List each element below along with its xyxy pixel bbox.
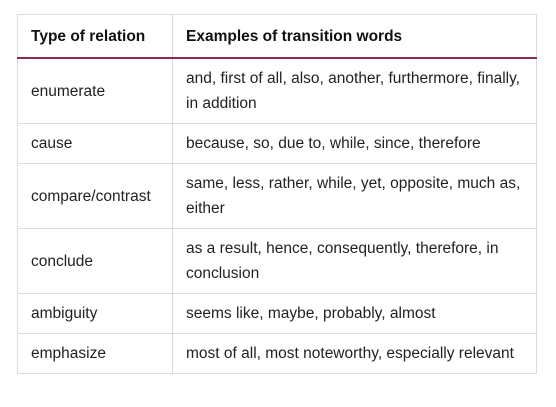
examples-cell: because, so, due to, while, since, there… bbox=[172, 123, 537, 164]
transition-words-table-container: Type of relation Examples of transition … bbox=[17, 14, 537, 374]
examples-cell: most of all, most noteworthy, especially… bbox=[172, 333, 537, 374]
table-row: compare/contrast same, less, rather, whi… bbox=[17, 163, 537, 229]
column-header-relation: Type of relation bbox=[17, 14, 173, 59]
examples-cell: seems like, maybe, probably, almost bbox=[172, 293, 537, 334]
table-row: cause because, so, due to, while, since,… bbox=[17, 123, 537, 164]
examples-cell: same, less, rather, while, yet, opposite… bbox=[172, 163, 537, 229]
table-header-row: Type of relation Examples of transition … bbox=[17, 14, 537, 59]
relation-cell: compare/contrast bbox=[17, 163, 173, 229]
table-row: ambiguity seems like, maybe, probably, a… bbox=[17, 293, 537, 334]
table-row: emphasize most of all, most noteworthy, … bbox=[17, 333, 537, 374]
transition-words-table: Type of relation Examples of transition … bbox=[17, 14, 537, 374]
relation-cell: cause bbox=[17, 123, 173, 164]
relation-cell: ambiguity bbox=[17, 293, 173, 334]
relation-cell: conclude bbox=[17, 228, 173, 294]
relation-cell: enumerate bbox=[17, 57, 173, 124]
relation-cell: emphasize bbox=[17, 333, 173, 374]
examples-cell: and, first of all, also, another, furthe… bbox=[172, 57, 537, 124]
examples-cell: as a result, hence, consequently, theref… bbox=[172, 228, 537, 294]
table-row: enumerate and, first of all, also, anoth… bbox=[17, 57, 537, 124]
column-header-examples: Examples of transition words bbox=[172, 14, 537, 59]
table-row: conclude as a result, hence, consequentl… bbox=[17, 228, 537, 294]
